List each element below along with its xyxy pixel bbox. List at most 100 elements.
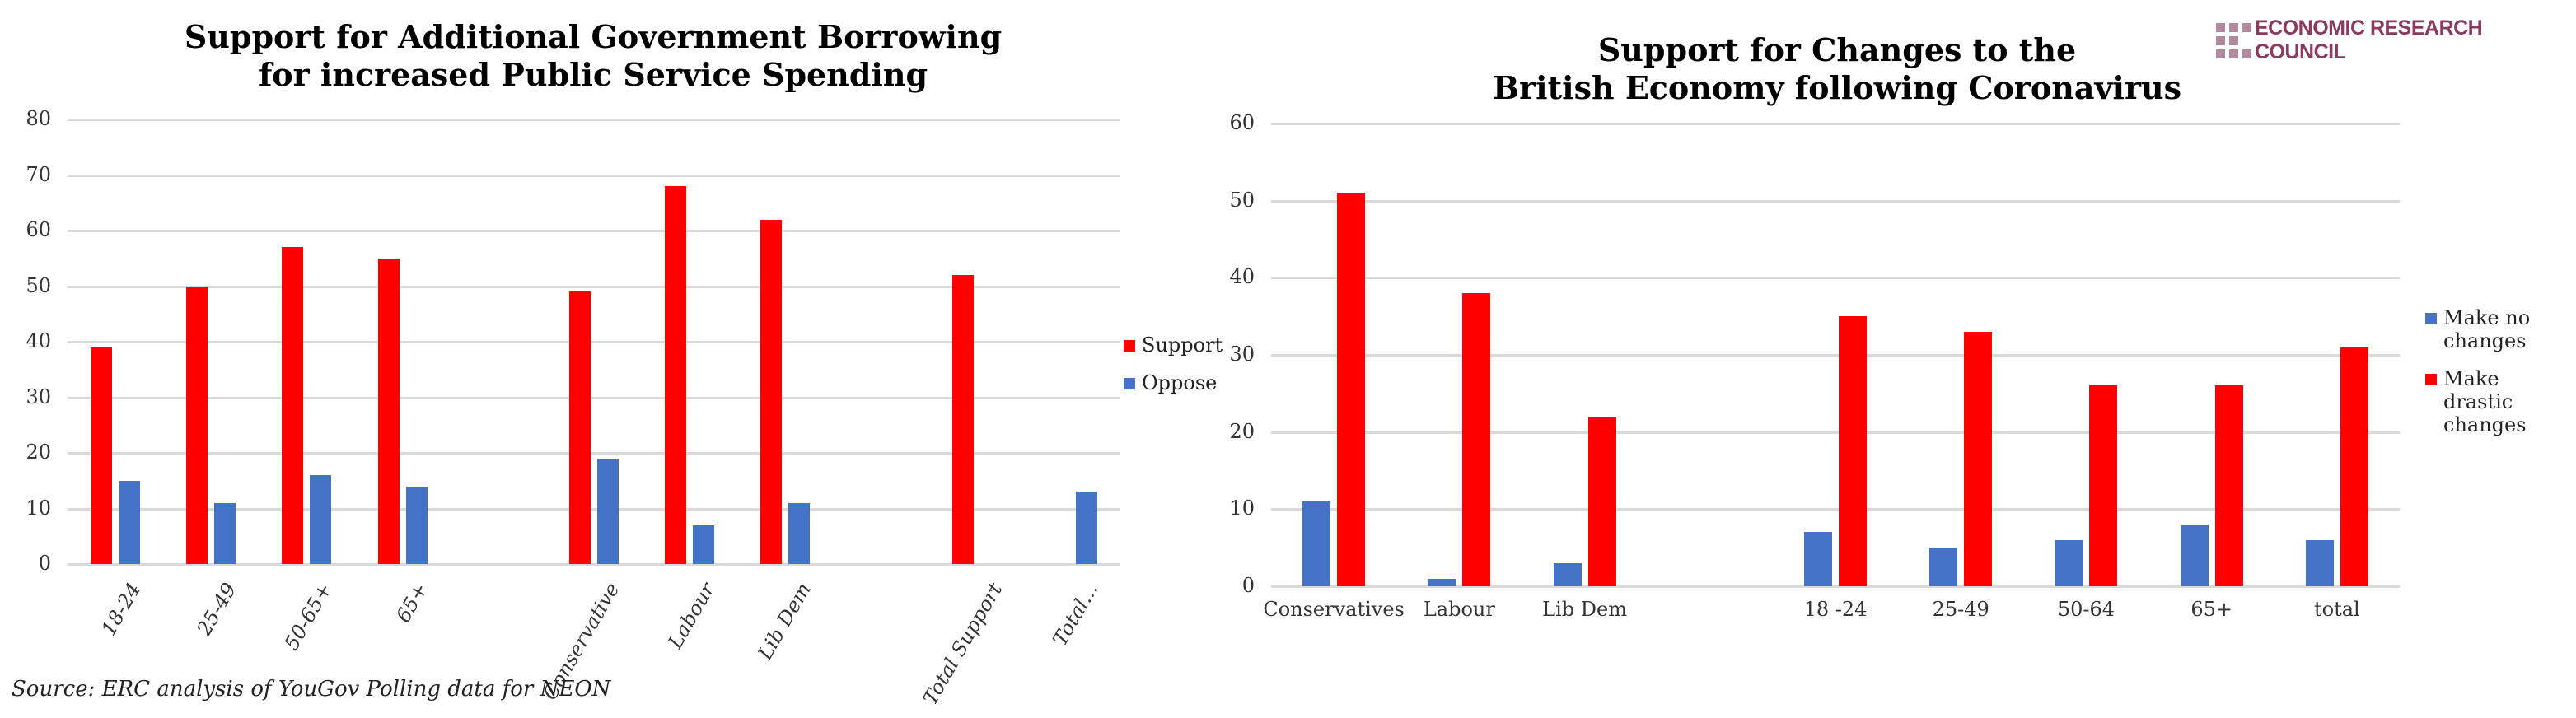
gridline — [68, 341, 1120, 343]
bar-oppose[interactable] — [119, 480, 141, 564]
bar-make-no-changes[interactable] — [1553, 562, 1582, 586]
gridline — [1271, 277, 2400, 280]
gridline — [1271, 123, 2400, 125]
bar-make-no-changes[interactable] — [2305, 539, 2334, 586]
bar-make-drastic-changes[interactable] — [1839, 316, 1867, 586]
x-axis-label: 25-49 — [1932, 598, 1989, 621]
right-plot-area — [1271, 123, 2400, 588]
gridline — [68, 285, 1120, 288]
y-tick-label: 40 — [1229, 265, 1255, 289]
bar-support[interactable] — [951, 275, 974, 564]
source-note: Source: ERC analysis of YouGov Polling d… — [12, 677, 611, 702]
bar-make-no-changes[interactable] — [1804, 532, 1832, 586]
gridline — [1271, 508, 2400, 511]
bar-make-drastic-changes[interactable] — [2214, 385, 2243, 586]
left-chart-title: Support for Additional Government Borrow… — [66, 18, 1120, 94]
y-tick-label: 70 — [26, 162, 51, 186]
x-axis-label: 18 -24 — [1803, 598, 1868, 621]
bar-support[interactable] — [760, 219, 783, 564]
bar-oppose[interactable] — [214, 502, 236, 564]
bar-oppose[interactable] — [310, 475, 332, 564]
bar-make-no-changes[interactable] — [1302, 501, 1331, 586]
x-axis-label: total — [2314, 598, 2360, 621]
bar-support[interactable] — [282, 247, 304, 564]
legend-label: Make drastic changes — [2443, 367, 2527, 436]
y-tick-label: 10 — [26, 496, 51, 520]
gridline — [1271, 585, 2400, 588]
bar-support[interactable] — [186, 286, 208, 564]
y-tick-label: 30 — [1229, 343, 1255, 366]
gridline — [1271, 354, 2400, 357]
x-axis-label: 50-65+ — [279, 579, 337, 655]
x-axis-label: 25-49 — [192, 579, 241, 640]
right-chart-title-line1: Support for Changes to the — [1597, 31, 2077, 68]
x-axis-label: Total Support — [918, 579, 1007, 709]
bar-oppose[interactable] — [788, 502, 811, 564]
y-tick-label: 0 — [38, 552, 51, 575]
legend-label: Support — [1142, 333, 1223, 357]
gridline — [68, 119, 1120, 121]
gridline — [68, 563, 1120, 566]
bar-make-no-changes[interactable] — [1428, 578, 1456, 586]
x-axis-label: 65+ — [391, 579, 432, 627]
y-tick-label: 0 — [1241, 574, 1255, 597]
gridline — [68, 174, 1120, 177]
legend-swatch-icon — [2425, 374, 2437, 385]
gridline — [68, 452, 1120, 455]
gridline — [68, 507, 1120, 511]
legend-label: Make no changes — [2443, 306, 2531, 352]
y-tick-label: 50 — [26, 273, 51, 297]
x-axis-label: Lib Dem — [752, 579, 816, 664]
bar-make-drastic-changes[interactable] — [1587, 416, 1616, 586]
bar-support[interactable] — [377, 258, 400, 564]
logo-squares-icon — [2216, 22, 2251, 58]
bar-oppose[interactable] — [597, 458, 619, 564]
x-axis-label: Labour — [663, 579, 720, 653]
right-chart-title-line2: British Economy following Coronavirus — [1493, 69, 2181, 106]
legend-swatch-icon — [2425, 313, 2437, 324]
legend-item: Support — [1124, 333, 1223, 357]
y-tick-label: 60 — [26, 218, 51, 241]
legend-item: Oppose — [1124, 371, 1223, 394]
bar-oppose[interactable] — [1075, 492, 1097, 564]
bar-oppose[interactable] — [693, 525, 715, 564]
legend-item: Make no changes — [2425, 306, 2565, 352]
bar-make-drastic-changes[interactable] — [1462, 293, 1491, 586]
bar-support[interactable] — [91, 347, 113, 564]
bar-make-drastic-changes[interactable] — [2340, 347, 2368, 586]
x-axis-label: Labour — [1423, 598, 1495, 621]
bar-support[interactable] — [569, 291, 591, 564]
bar-make-drastic-changes[interactable] — [2089, 385, 2118, 586]
y-tick-label: 30 — [26, 385, 51, 408]
x-axis-label: 65+ — [2190, 598, 2232, 621]
bar-support[interactable] — [665, 186, 687, 564]
y-tick-label: 80 — [26, 107, 51, 130]
gridline — [1271, 199, 2400, 203]
gridline — [1271, 431, 2400, 434]
left-chart-title-line2: for increased Public Service Spending — [258, 56, 928, 93]
gridline — [68, 396, 1120, 399]
bar-oppose[interactable] — [405, 486, 428, 564]
left-plot-area — [68, 119, 1120, 566]
x-axis-label: Lib Dem — [1542, 598, 1627, 621]
bar-make-no-changes[interactable] — [1929, 548, 1958, 586]
left-chart-title-line1: Support for Additional Government Borrow… — [184, 18, 1003, 55]
x-axis-label: Conservatives — [1263, 598, 1405, 621]
y-tick-label: 20 — [26, 441, 51, 464]
bar-make-drastic-changes[interactable] — [1337, 193, 1366, 586]
bar-make-no-changes[interactable] — [2055, 539, 2083, 586]
legend-item: Make drastic changes — [2425, 367, 2565, 436]
x-axis-label: 18-24 — [96, 579, 146, 640]
bar-make-drastic-changes[interactable] — [1964, 331, 1993, 586]
legend-label: Oppose — [1142, 371, 1218, 394]
x-axis-label: Total... — [1048, 579, 1103, 650]
y-tick-label: 50 — [1229, 188, 1255, 212]
x-axis-label: 50-64 — [2057, 598, 2115, 621]
legend-swatch-icon — [1124, 340, 1135, 352]
y-tick-label: 40 — [26, 329, 51, 352]
right-legend: Make no changes Make drastic changes — [2425, 306, 2565, 451]
y-tick-label: 20 — [1229, 419, 1255, 443]
logo-text: ECONOMIC RESEARCH COUNCIL — [2255, 16, 2483, 63]
left-legend: Support Oppose — [1124, 333, 1223, 409]
bar-make-no-changes[interactable] — [2180, 525, 2209, 586]
